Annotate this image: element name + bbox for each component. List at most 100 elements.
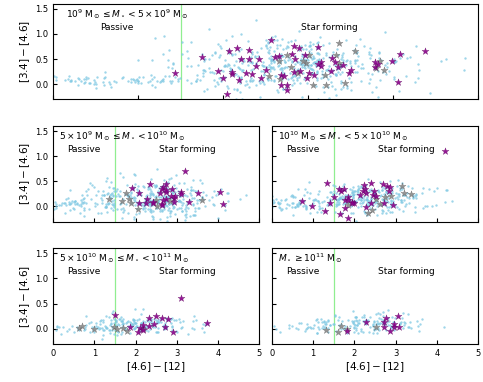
Point (163, 317, 171, 323)
Point (196, 77, 204, 83)
Point (337, 195, 345, 201)
Point (280, 46, 287, 52)
Point (102, 204, 110, 210)
Point (296, 68, 304, 74)
Point (329, 181, 337, 188)
Point (370, 189, 378, 196)
Point (284, 54, 292, 60)
Point (147, 207, 155, 213)
Point (381, 29, 389, 35)
Point (378, 210, 386, 216)
Point (287, 193, 295, 199)
Point (409, 185, 416, 191)
Point (306, 42, 313, 48)
Point (314, 50, 322, 56)
Point (161, 185, 169, 191)
Point (117, 331, 125, 337)
Point (428, 203, 436, 209)
Text: Star forming: Star forming (301, 23, 358, 32)
Point (315, 188, 323, 194)
Point (186, 197, 194, 203)
Point (96, 321, 103, 327)
Point (326, 322, 334, 329)
Point (280, 72, 287, 78)
Point (140, 325, 148, 331)
Point (75, 76, 83, 82)
Point (352, 325, 360, 332)
Point (170, 182, 178, 188)
Point (343, 328, 351, 334)
Point (128, 200, 135, 206)
Point (81, 324, 89, 330)
Point (380, 320, 387, 327)
Point (265, 49, 272, 55)
Point (77, 78, 85, 84)
Point (329, 320, 337, 327)
Point (237, 56, 245, 62)
Point (226, 48, 233, 54)
Point (148, 322, 156, 328)
Point (357, 194, 365, 200)
Point (349, 308, 357, 314)
Point (130, 170, 138, 176)
Point (268, 65, 275, 71)
Point (167, 200, 175, 206)
Point (334, 201, 342, 207)
Point (355, 183, 362, 189)
Point (276, 329, 284, 335)
Point (322, 52, 329, 58)
Point (101, 204, 109, 210)
Point (360, 208, 368, 214)
Point (120, 207, 128, 213)
Point (102, 204, 110, 210)
Point (320, 325, 328, 331)
Point (277, 82, 285, 88)
Point (68, 198, 76, 204)
Point (151, 321, 158, 327)
Point (260, 63, 268, 69)
Point (141, 325, 149, 332)
Point (108, 189, 116, 196)
Point (342, 58, 350, 64)
Point (154, 197, 162, 204)
Point (212, 192, 219, 198)
Point (159, 78, 167, 84)
Point (337, 322, 344, 329)
Point (297, 62, 305, 68)
Point (388, 58, 396, 64)
Point (276, 205, 284, 211)
Point (148, 319, 156, 325)
Point (66, 199, 73, 205)
Point (88, 181, 96, 188)
Point (205, 26, 213, 32)
Point (337, 63, 345, 70)
Point (170, 203, 177, 209)
Point (313, 40, 321, 46)
Point (92, 81, 99, 87)
Point (383, 315, 390, 321)
Point (107, 321, 115, 327)
Point (68, 323, 75, 329)
Point (109, 324, 117, 330)
Point (357, 195, 365, 201)
Point (130, 317, 138, 323)
Point (172, 317, 180, 324)
Point (233, 58, 241, 65)
Point (272, 73, 280, 79)
Point (80, 80, 87, 86)
Point (224, 85, 232, 91)
Point (349, 189, 356, 195)
Point (350, 199, 358, 205)
Point (100, 75, 108, 81)
Point (130, 184, 138, 190)
Point (393, 194, 401, 200)
Point (157, 194, 165, 200)
Point (340, 325, 348, 331)
Point (142, 327, 150, 333)
Point (139, 318, 147, 324)
Point (380, 324, 387, 330)
Point (131, 325, 139, 331)
Point (158, 208, 166, 214)
Point (165, 207, 172, 214)
Point (354, 196, 362, 202)
